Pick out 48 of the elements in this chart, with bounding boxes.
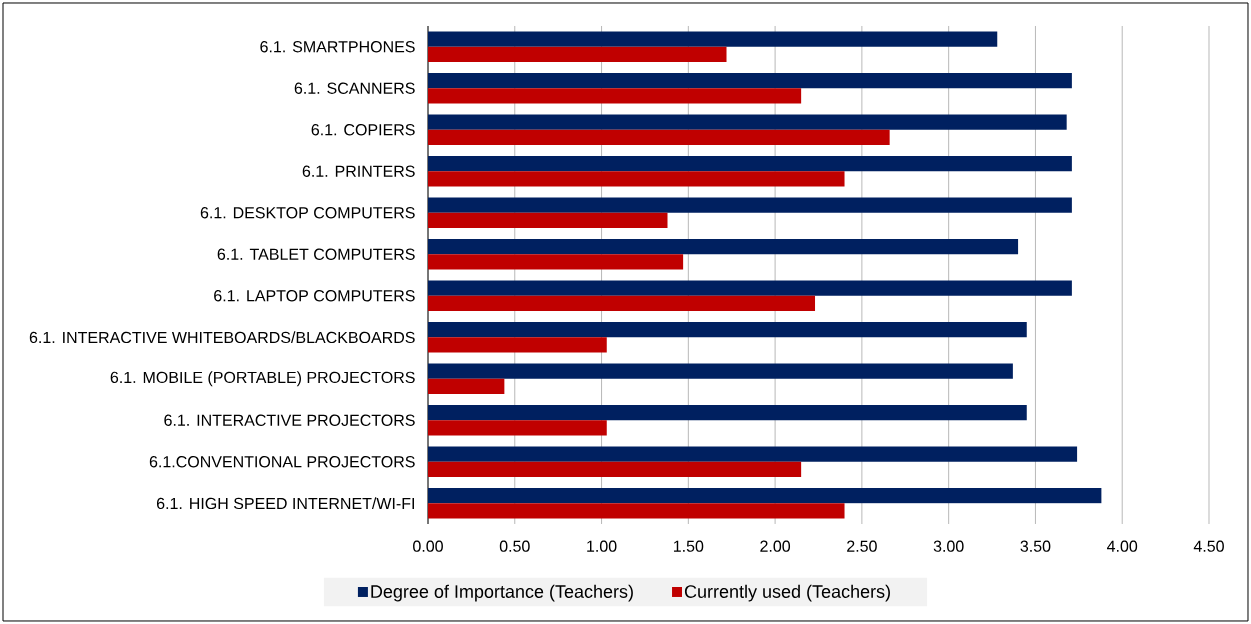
- y-tick-label: 6.1. MOBILE (PORTABLE) PROJECTORS: [110, 371, 415, 387]
- bar: [428, 487, 1102, 504]
- x-tick-label: 3.00: [933, 540, 964, 552]
- legend-label: Currently used (Teachers): [684, 584, 890, 602]
- bar: [428, 503, 845, 519]
- bar: [428, 171, 845, 187]
- y-tick-label: 6.1. COPIERS: [311, 124, 415, 136]
- bar: [428, 155, 1072, 172]
- bar: [428, 280, 1072, 296]
- bar: [428, 363, 1013, 379]
- y-tick-label: 6.1. INTERACTIVE PROJECTORS: [164, 414, 415, 426]
- x-tick-label: 0.50: [499, 540, 530, 552]
- y-tick-label: 6.1. INTERACTIVE WHITEBOARDS/BLACKBOARDS: [29, 331, 415, 344]
- y-tick-label: 6.1.CONVENTIONAL PROJECTORS: [149, 456, 415, 468]
- bar: [428, 254, 684, 270]
- x-tick-label: 3.50: [1020, 540, 1051, 552]
- bar: [428, 114, 1067, 130]
- x-tick-label: 1.50: [673, 540, 704, 552]
- bar: [428, 212, 668, 229]
- bar: [428, 46, 727, 63]
- x-tick-label: 2.50: [847, 540, 877, 552]
- x-tick-label: 4.50: [1193, 540, 1224, 552]
- y-tick-label: 6.1. DESKTOP COMPUTERS: [200, 207, 415, 219]
- bar: [428, 321, 1027, 338]
- bar: [428, 337, 607, 353]
- y-tick-label: 6.1. PRINTERS: [302, 165, 415, 177]
- y-tick-label: 6.1. HIGH SPEED INTERNET/WI-FI: [157, 497, 414, 510]
- x-tick-label: 0.00: [413, 540, 443, 552]
- bar: [428, 72, 1072, 89]
- bar: [428, 461, 802, 478]
- y-tick-label: 6.1. SMARTPHONES: [260, 41, 415, 53]
- bar: [428, 295, 816, 312]
- y-tick-label: 6.1. SCANNERS: [294, 82, 415, 94]
- y-tick-label: 6.1. LAPTOP COMPUTERS: [214, 290, 415, 302]
- bar: [428, 88, 802, 104]
- bar: [428, 404, 1027, 421]
- x-tick-label: 4.00: [1107, 540, 1138, 552]
- bar: [428, 31, 998, 47]
- x-tick-label: 2.00: [760, 540, 791, 552]
- bar: [428, 420, 607, 436]
- y-tick-label: 6.1. TABLET COMPUTERS: [217, 248, 415, 260]
- bar: [428, 378, 505, 395]
- bar: [428, 129, 890, 146]
- legend-label: Degree of Importance (Teachers): [371, 584, 633, 602]
- x-tick-label: 1.00: [587, 540, 617, 552]
- bar: [428, 238, 1019, 255]
- bar: [428, 446, 1078, 462]
- bar: [428, 197, 1072, 213]
